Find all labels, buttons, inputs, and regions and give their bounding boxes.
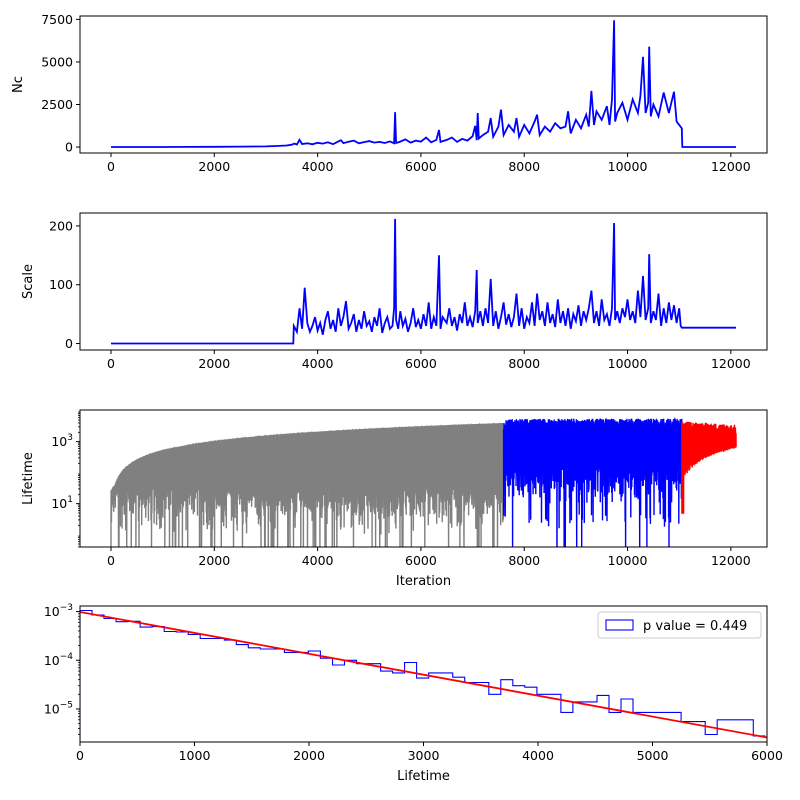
x-axis-label: Iteration <box>396 574 451 589</box>
axes-frame <box>79 409 768 548</box>
series-red <box>681 421 737 514</box>
y-tick-label: 10−4 <box>44 652 73 668</box>
fit-line <box>80 611 767 739</box>
y-axis-label: Lifetime <box>21 452 36 505</box>
series-gray <box>110 422 505 547</box>
x-tick-label: 5000 <box>637 748 669 763</box>
legend-box <box>597 611 762 639</box>
x-tick-label: 2000 <box>198 159 230 174</box>
panel-1: 0 2000 4000 6000 8000 10000 12000 0 2500 5000 7500… <box>11 12 768 174</box>
x-tick-label: 1000 <box>179 748 211 763</box>
y-axis-label: Scale <box>21 264 36 299</box>
axes-frame <box>79 15 768 154</box>
plot-area <box>111 20 736 148</box>
y-tick-base: 10 <box>44 701 60 716</box>
series-line <box>111 218 736 345</box>
y-tick-label: 100 <box>49 277 73 292</box>
legend-swatch <box>605 619 634 631</box>
x-tick-label: 2000 <box>293 748 325 763</box>
y-tick-base: 10 <box>44 653 60 668</box>
x-tick-label: 2000 <box>198 553 230 568</box>
y-tick-label: 0 <box>65 336 73 351</box>
axes-frame <box>79 212 768 351</box>
x-tick-label: 6000 <box>405 553 437 568</box>
x-tick-label: 0 <box>107 553 115 568</box>
x-tick-label: 4000 <box>302 553 334 568</box>
panel-4: 0 1000 2000 3000 4000 5000 600010−510−410−3Lif… <box>44 603 783 784</box>
x-tick-label: 8000 <box>508 356 540 371</box>
x-tick-label: 10000 <box>608 356 648 371</box>
x-tick-label: 12000 <box>711 159 751 174</box>
y-tick-exponent: 1 <box>67 495 73 505</box>
x-tick-label: 10000 <box>608 553 648 568</box>
y-tick-label: 0 <box>65 140 73 155</box>
plot-area <box>111 218 736 345</box>
y-tick-base: 10 <box>44 604 60 619</box>
y-tick-exponent: −5 <box>60 700 73 710</box>
x-tick-label: 4000 <box>302 356 334 371</box>
x-tick-label: 0 <box>107 159 115 174</box>
y-tick-label: 10−5 <box>44 700 73 716</box>
x-axis-label: Lifetime <box>397 769 450 784</box>
x-tick-label: 4000 <box>302 159 334 174</box>
y-axis-label: Nc <box>11 76 26 93</box>
x-tick-label: 4000 <box>522 748 554 763</box>
panel-3: 0 2000 4000 6000 8000 10000 12000101103Lifetim… <box>21 409 768 589</box>
x-tick-label: 12000 <box>711 553 751 568</box>
series-blue <box>502 417 683 547</box>
x-tick-label: 3000 <box>408 748 440 763</box>
x-tick-label: 6000 <box>751 748 783 763</box>
y-tick-label: 101 <box>51 495 73 511</box>
y-tick-label: 7500 <box>41 12 73 27</box>
plot-area <box>80 609 767 742</box>
y-tick-label: 10−3 <box>44 603 73 619</box>
y-tick-exponent: −4 <box>60 652 74 662</box>
series-line <box>111 20 736 148</box>
y-tick-exponent: 3 <box>67 433 73 443</box>
x-tick-label: 2000 <box>198 356 230 371</box>
y-tick-base: 10 <box>51 496 67 511</box>
y-tick-label: 200 <box>49 218 73 233</box>
y-tick-base: 10 <box>51 434 67 449</box>
x-tick-label: 8000 <box>508 553 540 568</box>
x-tick-label: 0 <box>107 356 115 371</box>
x-tick-label: 12000 <box>711 356 751 371</box>
histogram-steps <box>80 609 766 742</box>
panel-2: 0 2000 4000 6000 8000 10000 12000 0 100 200 Scale <box>21 212 768 371</box>
plot-area <box>110 417 737 547</box>
x-tick-label: 6000 <box>405 356 437 371</box>
legend-label: p value = 0.449 <box>643 619 747 634</box>
legend: p value = 0.449 <box>597 611 762 639</box>
x-tick-label: 0 <box>76 748 84 763</box>
y-tick-label: 103 <box>51 433 73 449</box>
y-tick-label: 2500 <box>41 97 73 112</box>
x-tick-label: 6000 <box>405 159 437 174</box>
x-tick-label: 8000 <box>508 159 540 174</box>
y-tick-label: 5000 <box>41 54 73 69</box>
y-tick-exponent: −3 <box>60 603 73 613</box>
x-tick-label: 10000 <box>608 159 648 174</box>
